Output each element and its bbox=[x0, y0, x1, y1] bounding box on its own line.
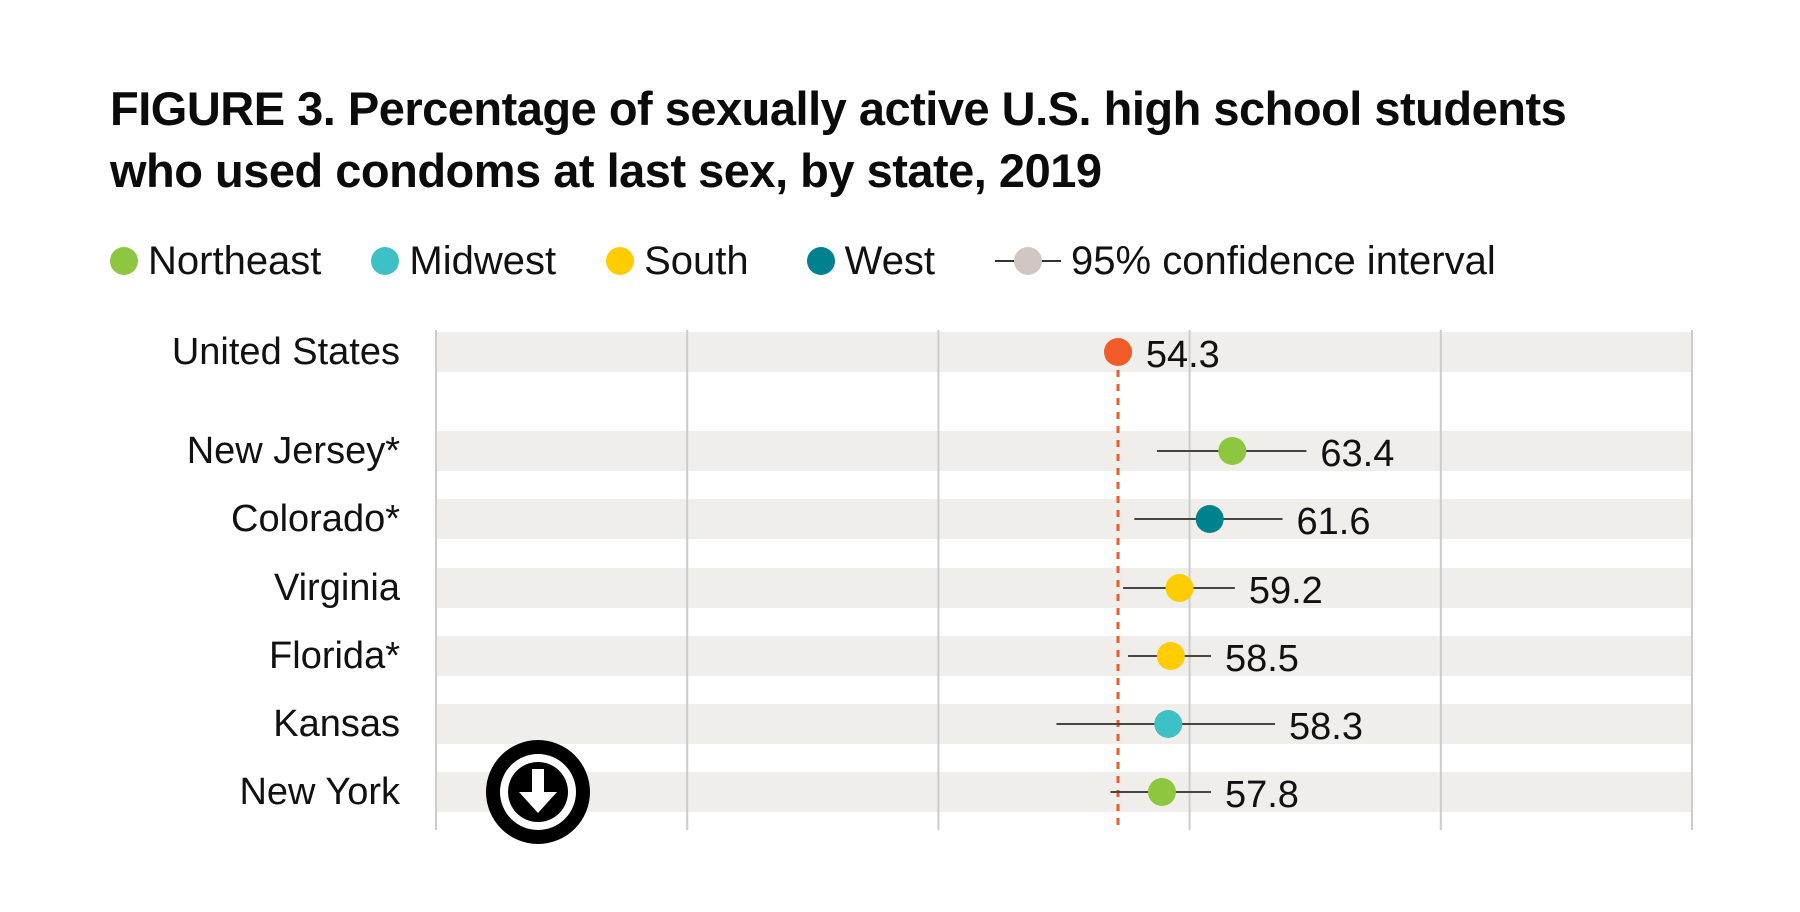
legend-item-west: West bbox=[806, 238, 936, 284]
data-point bbox=[1195, 505, 1224, 533]
row-band bbox=[436, 431, 1692, 471]
row-label: United States bbox=[172, 331, 400, 373]
legend-swatch-northeast bbox=[110, 247, 138, 275]
legend-label-northeast: Northeast bbox=[148, 238, 322, 283]
value-label: 61.6 bbox=[1297, 501, 1371, 543]
legend-swatch-south bbox=[606, 247, 635, 275]
row-label: Virginia bbox=[274, 567, 401, 609]
legend-item-ci: 95% confidence interval bbox=[995, 239, 1496, 284]
row-label: New Jersey* bbox=[187, 430, 400, 472]
row-label: Florida* bbox=[269, 635, 400, 677]
chart-labels: United States 54.3 New Jersey* 63.4 Colorado… bbox=[172, 331, 1395, 816]
legend-label-midwest: Midwest bbox=[409, 238, 557, 283]
download-button[interactable] bbox=[486, 740, 590, 844]
value-label: 63.4 bbox=[1320, 433, 1394, 475]
row-label: Colorado* bbox=[231, 498, 400, 540]
value-label: 59.2 bbox=[1249, 570, 1323, 612]
legend-swatch-midwest bbox=[371, 247, 400, 275]
legend-item-midwest: Midwest bbox=[371, 239, 556, 284]
chart-marks bbox=[1056, 338, 1307, 806]
value-label: 58.5 bbox=[1225, 638, 1299, 680]
data-point bbox=[1104, 338, 1133, 366]
row-band bbox=[436, 332, 1692, 372]
data-point bbox=[1156, 642, 1185, 670]
row-bands bbox=[436, 332, 1692, 812]
row-band bbox=[436, 772, 1692, 812]
legend-label-west: West bbox=[844, 238, 936, 283]
data-point bbox=[1154, 710, 1183, 738]
legend: Northeast Midwest South West 95% confide… bbox=[110, 234, 1546, 288]
legend-label-south: South bbox=[644, 238, 749, 283]
value-label: 57.8 bbox=[1225, 774, 1299, 816]
title-line-1: FIGURE 3. Percentage of sexually active … bbox=[110, 82, 1567, 135]
row-label: New York bbox=[239, 771, 401, 813]
row-band bbox=[436, 636, 1692, 676]
data-point bbox=[1147, 778, 1176, 806]
data-point bbox=[1218, 437, 1247, 465]
legend-item-northeast: Northeast bbox=[110, 239, 321, 284]
title-line-2: who used condoms at last sex, by state, … bbox=[110, 144, 1102, 197]
chart-title: FIGURE 3. Percentage of sexually active … bbox=[110, 78, 1730, 202]
row-label: Kansas bbox=[273, 703, 400, 745]
row-band bbox=[436, 568, 1692, 608]
legend-label-ci: 95% confidence interval bbox=[1071, 238, 1496, 283]
legend-swatch-west bbox=[806, 247, 835, 275]
legend-item-south: South bbox=[606, 239, 749, 284]
row-band bbox=[436, 499, 1692, 539]
value-label: 54.3 bbox=[1146, 334, 1220, 376]
value-label: 58.3 bbox=[1289, 706, 1363, 748]
confidence-interval-icon bbox=[995, 247, 1062, 275]
data-point bbox=[1165, 574, 1194, 602]
download-arrow-icon bbox=[500, 754, 576, 830]
